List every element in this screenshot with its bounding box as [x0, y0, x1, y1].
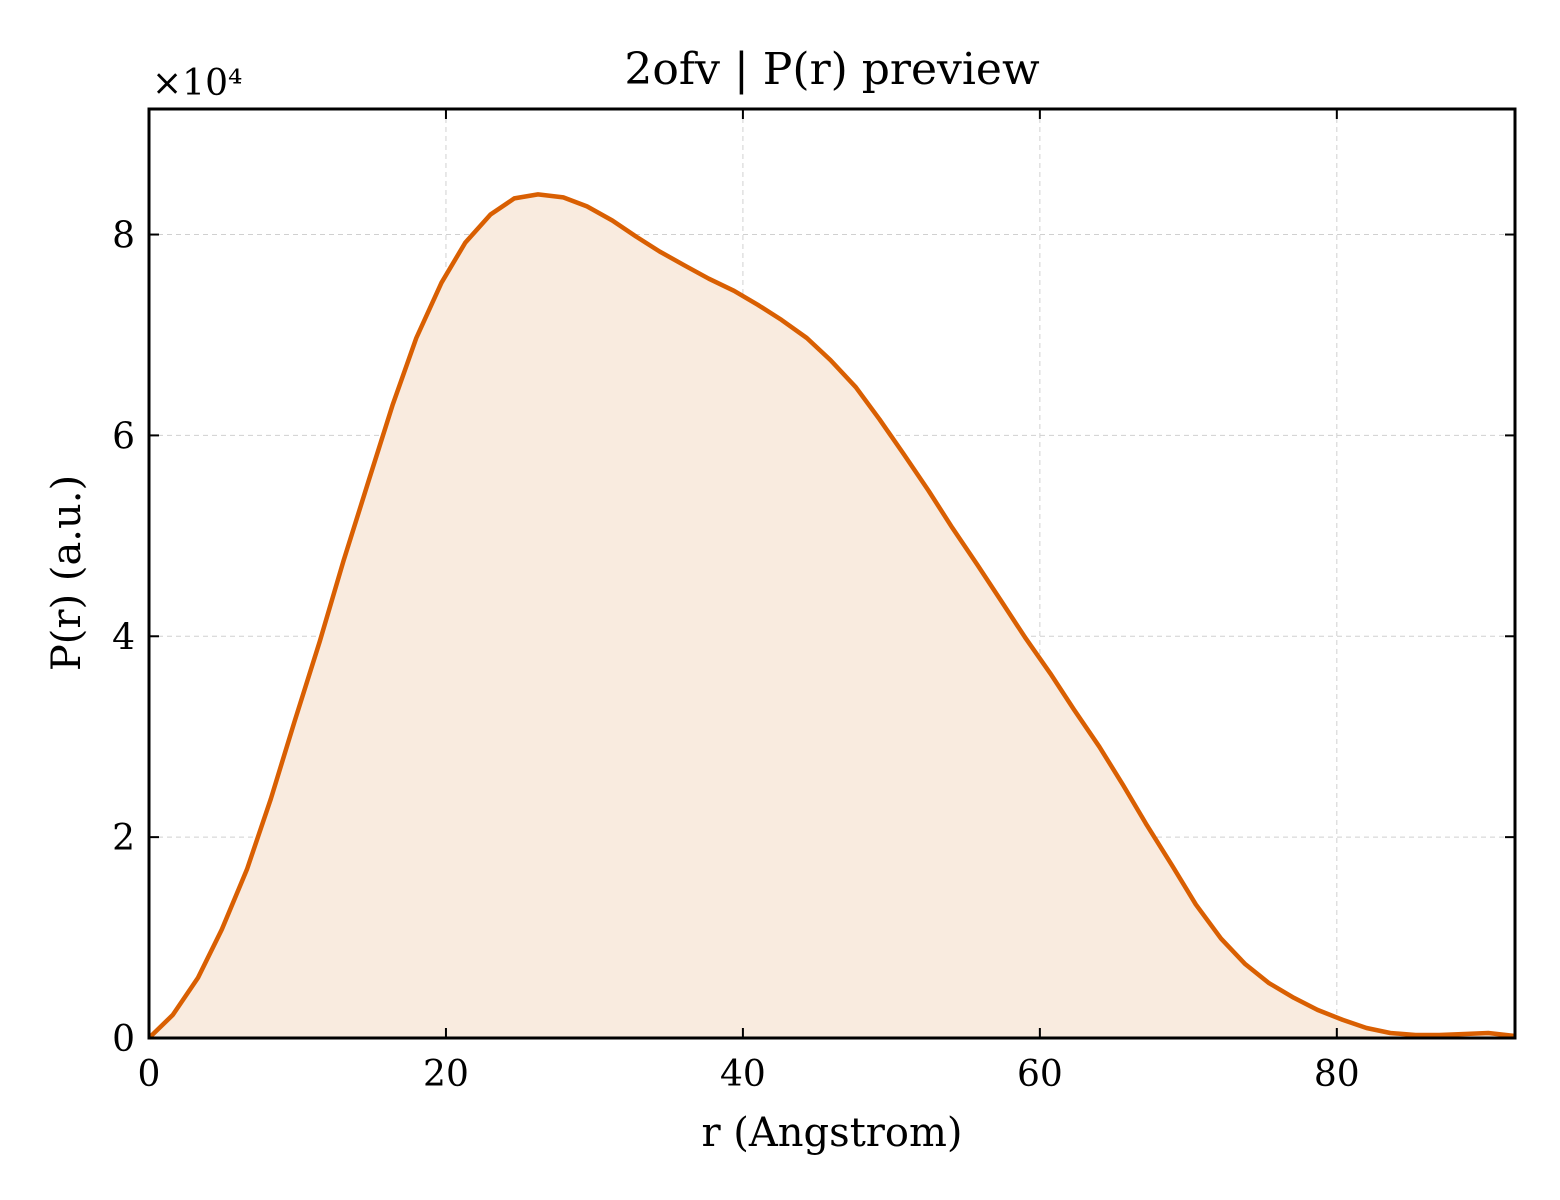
- tick-labels: 0 20 40 60 80 0 2 4 6 8: [112, 216, 1360, 1095]
- pr-series-line: [147, 192, 1516, 1040]
- y-tick-label: 0: [112, 1019, 135, 1060]
- x-tick-label: 60: [1017, 1054, 1063, 1095]
- y-axis-label: P(r) (a.u.): [44, 475, 90, 671]
- x-tick-label: 20: [423, 1054, 469, 1095]
- x-axis-label: r (Angstrom): [701, 1110, 962, 1156]
- y-tick-label: 4: [112, 617, 135, 658]
- chart-title: 2ofv | P(r) preview: [624, 44, 1040, 95]
- y-tick-label: 2: [112, 818, 135, 859]
- axis-ticks: [148, 109, 1515, 1039]
- plot-frame: [147, 107, 1517, 1040]
- y-tick-label: 8: [112, 216, 135, 257]
- x-tick-label: 40: [720, 1054, 766, 1095]
- pr-area-fill: [149, 194, 1515, 1038]
- y-tick-label: 6: [112, 416, 135, 457]
- x-tick-label: 80: [1314, 1054, 1360, 1095]
- y-axis-multiplier: ×10⁴: [152, 63, 242, 104]
- x-tick-label: 0: [138, 1054, 161, 1095]
